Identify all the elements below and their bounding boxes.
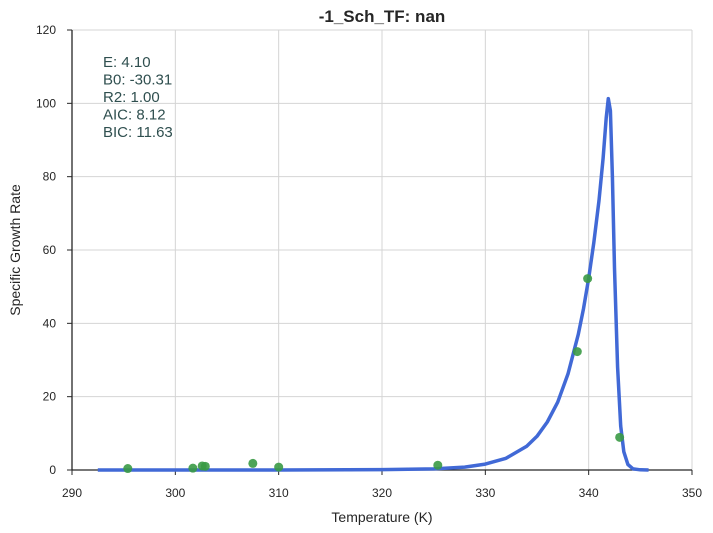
stat-e: E: 4.10: [103, 54, 151, 71]
y-tick-label: 80: [43, 170, 57, 184]
stat-b0: B0: -30.31: [103, 72, 172, 89]
x-tick-label: 340: [579, 486, 599, 500]
data-point: [274, 462, 284, 472]
x-tick-label: 320: [372, 486, 392, 500]
data-point: [433, 460, 443, 470]
y-axis-label: Specific Growth Rate: [7, 184, 23, 316]
x-ticks: 290 300 310 320 330 340 350: [62, 470, 702, 500]
fit-curve: [97, 96, 649, 472]
chart-title: -1_Sch_TF: nan: [319, 7, 446, 26]
y-tick-label: 100: [36, 96, 56, 110]
y-tick-label: 40: [43, 316, 57, 330]
data-point: [248, 458, 258, 468]
x-axis-label: Temperature (K): [331, 509, 432, 525]
stat-bic: BIC: 11.63: [103, 124, 173, 141]
data-point: [572, 347, 582, 357]
stats-annotation: E: 4.10 B0: -30.31 R2: 1.00 AIC: 8.12 BI…: [103, 54, 173, 141]
data-points: [123, 274, 625, 474]
x-tick-label: 330: [475, 486, 495, 500]
y-tick-label: 20: [43, 390, 57, 404]
data-point: [188, 463, 198, 473]
gridlines: [71, 29, 693, 471]
x-tick-label: 290: [62, 486, 82, 500]
data-point: [123, 464, 133, 474]
data-point: [200, 461, 210, 471]
y-ticks: 0 20 40 60 80 100 120: [36, 23, 72, 477]
data-point: [583, 274, 593, 284]
y-tick-label: 120: [36, 23, 56, 37]
stat-r2: R2: 1.00: [103, 89, 160, 106]
x-tick-label: 310: [269, 486, 289, 500]
x-tick-label: 350: [682, 486, 702, 500]
data-point: [615, 432, 625, 442]
stat-aic: AIC: 8.12: [103, 107, 166, 124]
y-tick-label: 0: [49, 463, 56, 477]
y-tick-label: 60: [43, 243, 57, 257]
x-tick-label: 300: [165, 486, 185, 500]
